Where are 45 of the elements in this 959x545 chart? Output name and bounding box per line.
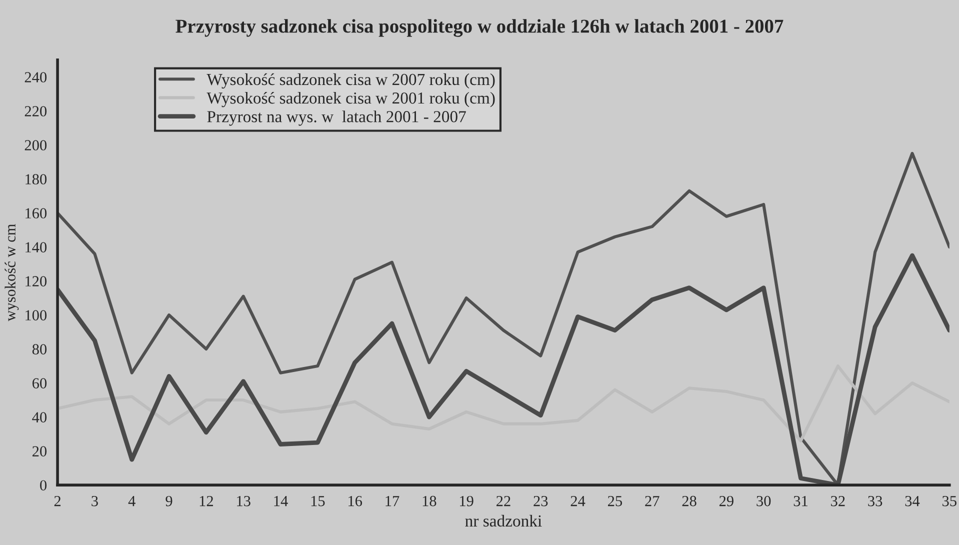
x-tick-label: 13: [237, 496, 250, 506]
legend-label: Przyrost na wys. w latach 2001 - 2007: [207, 110, 466, 126]
x-tick-label: 22: [496, 496, 510, 506]
x-tick-label: 23: [534, 496, 548, 506]
y-tick-label: 160: [26, 208, 47, 218]
x-tick-label: 17: [386, 496, 400, 506]
x-tick-label: 32: [831, 496, 845, 506]
y-tick-label: 120: [26, 276, 47, 286]
line-series: [58, 364, 950, 442]
x-tick-label: 2: [54, 496, 61, 506]
x-tick-label: 30: [756, 496, 771, 506]
x-tick-label: 28: [682, 496, 696, 506]
x-tick-label: 16: [348, 496, 362, 506]
y-tick-label: 0: [40, 480, 47, 490]
x-tick-label: 14: [274, 496, 288, 506]
x-tick-label: 18: [422, 496, 436, 506]
x-tick-label: 34: [905, 496, 920, 506]
y-tick-label: 60: [32, 378, 47, 388]
x-tick-label: 9: [166, 496, 172, 506]
y-tick-label: 240: [24, 72, 47, 82]
y-tick-label: 180: [26, 174, 47, 184]
y-tick-label: 100: [26, 310, 47, 320]
chart-title: Przyrosty sadzonek cisa pospolitego w oddziale 126h w latach 2001 - 2007: [176, 19, 784, 37]
x-tick-label: 24: [570, 496, 586, 506]
x-tick-label: 29: [719, 496, 734, 506]
y-tick-label: 80: [32, 344, 47, 354]
x-tick-label: 27: [645, 496, 660, 506]
y-tick-label: 40: [32, 412, 47, 422]
y-tick-label: 140: [26, 242, 47, 252]
legend-label: Wysokość sadzonek cisa w 2001 roku (cm): [206, 92, 495, 108]
x-tick-label: 35: [942, 496, 956, 506]
y-axis-title: wysokość w cm: [4, 224, 19, 322]
y-tick-label: 200: [24, 140, 47, 150]
y-tick-label: 20: [32, 446, 47, 456]
y-tick-label: 220: [24, 106, 47, 116]
x-tick-label: 31: [794, 496, 808, 506]
x-tick-label: 25: [608, 496, 622, 506]
x-tick-label: 4: [128, 496, 136, 506]
legend-label: Wysokość sadzonek cisa w 2007 roku (cm): [206, 73, 495, 89]
x-tick-label: 19: [460, 496, 474, 506]
x-tick-label: 12: [200, 496, 213, 506]
x-tick-label: 33: [868, 496, 882, 506]
x-tick-label: 3: [92, 496, 98, 506]
x-tick-label: 15: [311, 496, 325, 506]
x-axis-title: nr sadzonki: [465, 514, 542, 527]
